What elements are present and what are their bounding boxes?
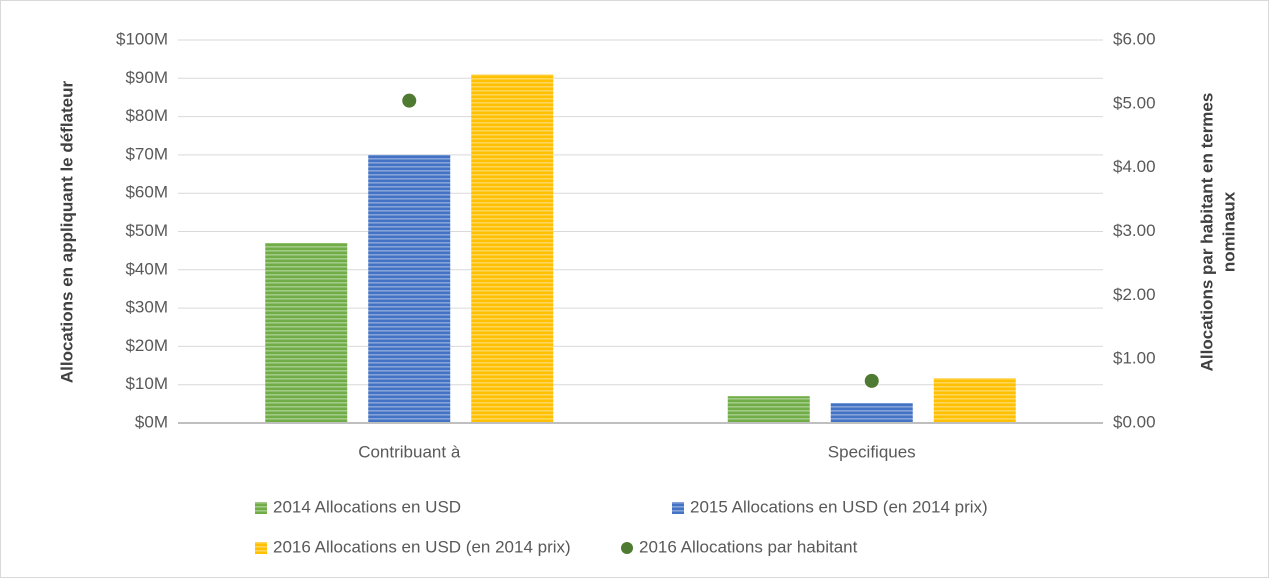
y2-tick-label: $3.00	[1113, 221, 1156, 240]
bar	[933, 378, 1016, 423]
y-tick-label: $0M	[135, 412, 168, 431]
bar	[471, 74, 554, 423]
y2-tick-label: $0.00	[1113, 412, 1156, 431]
y2-tick-label: $5.00	[1113, 93, 1156, 112]
bar	[368, 154, 451, 423]
y-tick-label: $90M	[125, 68, 168, 87]
y-tick-label: $20M	[125, 336, 168, 355]
dot	[402, 93, 417, 108]
y-tick-label: $50M	[125, 221, 168, 240]
legend-label: 2016 Allocations en USD (en 2014 prix)	[273, 537, 571, 556]
y-tick-label: $10M	[125, 374, 168, 393]
y2-axis-title: Allocations par habitant en termes	[1197, 93, 1216, 372]
y-axis-title: Allocations en appliquant le déflateur	[57, 80, 76, 383]
y-tick-label: $80M	[125, 106, 168, 125]
bar	[265, 242, 348, 423]
bar	[727, 396, 810, 423]
y2-tick-label: $4.00	[1113, 157, 1156, 176]
y-tick-label: $40M	[125, 259, 168, 278]
legend-label: 2015 Allocations en USD (en 2014 prix)	[690, 497, 988, 516]
y2-tick-label: $1.00	[1113, 349, 1156, 368]
legend-swatch	[255, 502, 267, 514]
legend-label: 2016 Allocations par habitant	[639, 537, 858, 556]
legend-swatch	[255, 542, 267, 554]
y2-axis-title: nominaux	[1219, 191, 1238, 272]
x-tick-label: Specifiques	[828, 442, 916, 461]
dot	[864, 373, 879, 388]
y2-tick-label: $6.00	[1113, 29, 1156, 48]
legend-swatch	[672, 502, 684, 514]
legend-swatch	[621, 542, 633, 554]
y-tick-label: $70M	[125, 144, 168, 163]
legend-label: 2014 Allocations en USD	[273, 497, 461, 516]
y-tick-label: $30M	[125, 298, 168, 317]
bar	[830, 403, 913, 423]
y2-tick-label: $2.00	[1113, 285, 1156, 304]
y-tick-label: $100M	[116, 29, 168, 48]
y-tick-label: $60M	[125, 183, 168, 202]
x-tick-label: Contribuant à	[358, 442, 461, 461]
